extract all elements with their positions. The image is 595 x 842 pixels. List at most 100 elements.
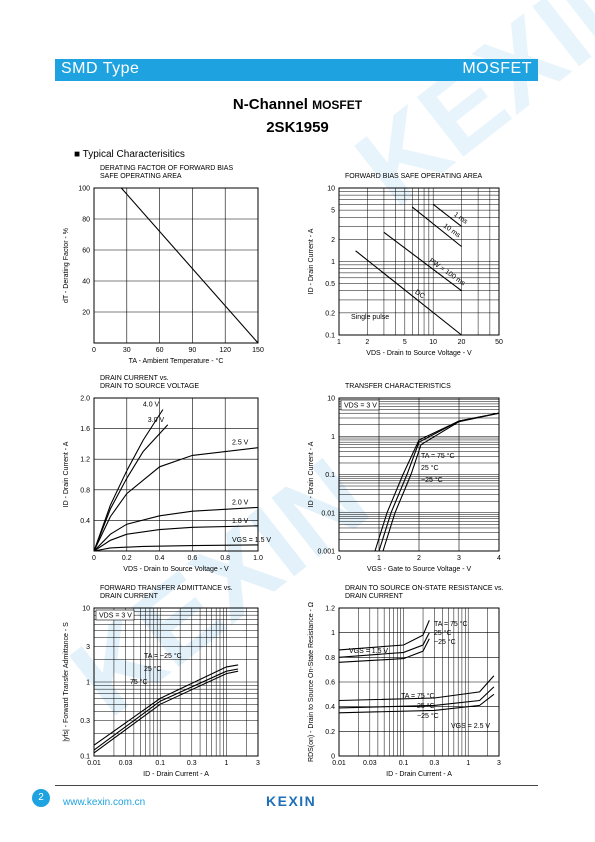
x-tick-label: 120 — [219, 347, 231, 354]
y-tick-label: 2.0 — [80, 396, 90, 403]
series-label: 1 ms — [452, 211, 469, 226]
chart-output: DRAIN CURRENT vs.DRAIN TO SOURCE VOLTAGE… — [63, 375, 271, 573]
series-line — [338, 675, 495, 702]
section-bullet: ■ — [74, 149, 81, 160]
y-tick-label: 10 — [82, 606, 90, 613]
annotation-label: Single pulse — [351, 314, 389, 321]
y-tick-label: 0.1 — [325, 472, 335, 479]
x-axis-label: VDS - Drain to Source Voltage - V — [366, 350, 472, 357]
series-line — [338, 686, 495, 709]
title-main: N-Channel — [232, 96, 308, 113]
x-tick-label: 0.3 — [187, 760, 197, 767]
series-line — [411, 206, 462, 247]
x-tick-label: 0.1 — [399, 760, 409, 767]
y-tick-label: 0.4 — [80, 518, 90, 525]
series-label: −25 °C — [417, 712, 439, 720]
legend-box — [95, 609, 135, 621]
series-label: PW = 100 ms — [428, 257, 467, 287]
series-label: DC — [413, 289, 425, 301]
series-line — [338, 638, 430, 663]
x-tick-label: 1 — [377, 555, 381, 562]
y-tick-label: 0.8 — [325, 655, 335, 662]
y-tick-label: 0.2 — [325, 310, 335, 317]
series-line — [338, 693, 495, 714]
y-axis-label: RDS(on) - Drain to Source On-State Resis… — [308, 602, 315, 762]
chart-rdson: DRAIN TO SOURCE ON-STATE RESISTANCE vs.D… — [308, 585, 503, 778]
y-tick-label: 0.1 — [80, 754, 90, 761]
y-tick-label: 1.2 — [80, 457, 90, 464]
series-label: 2.0 V — [232, 499, 249, 506]
y-tick-label: 1.6 — [80, 426, 90, 433]
series-line — [93, 544, 259, 552]
y-tick-label: 1.2 — [325, 606, 335, 613]
series-line — [93, 670, 239, 754]
x-axis-label: VDS - Drain to Source Voltage - V — [123, 566, 229, 573]
y-tick-label: 0.6 — [325, 680, 335, 687]
x-tick-label: 5 — [403, 339, 407, 346]
header-right-label: MOSFET — [462, 60, 532, 77]
y-tick-label: 3 — [86, 644, 90, 651]
x-tick-label: 2 — [417, 555, 421, 562]
plot-frame — [93, 397, 259, 552]
page-number: 2 — [32, 789, 50, 807]
x-tick-label: 0 — [92, 555, 96, 562]
chart-yfs: FORWARD TRANSFER ADMITTANCE vs.DRAIN CUR… — [63, 585, 260, 778]
plot-frame — [93, 607, 259, 757]
chart-title-line: DRAIN TO SOURCE VOLTAGE — [100, 383, 199, 390]
y-tick-label: 80 — [82, 217, 90, 224]
plot-frame — [93, 187, 259, 344]
legend-box — [340, 399, 380, 411]
x-tick-label: 1 — [466, 760, 470, 767]
series-label: TA = −25 °C — [144, 652, 182, 660]
chart-title-line: FORWARD BIAS SAFE OPERATING AREA — [345, 173, 483, 180]
chart-title-line: FORWARD TRANSFER ADMITTANCE vs. — [100, 585, 233, 592]
x-tick-label: 0.3 — [430, 760, 440, 767]
x-tick-label: 0.4 — [155, 555, 165, 562]
series-label: VGS = 1.5 V — [349, 648, 388, 655]
y-tick-label: 100 — [78, 186, 90, 193]
series-label: 25 °C — [144, 665, 162, 673]
header-left-label: SMD Type — [61, 60, 140, 77]
x-tick-label: 0 — [337, 555, 341, 562]
y-tick-label: 0.8 — [80, 487, 90, 494]
plot-frame — [338, 187, 500, 336]
y-tick-label: 0.5 — [325, 281, 335, 288]
x-tick-label: 1.0 — [253, 555, 263, 562]
y-tick-label: 10 — [327, 186, 335, 193]
x-tick-label: 0.8 — [220, 555, 230, 562]
series-line — [93, 447, 259, 552]
x-tick-label: 10 — [429, 339, 437, 346]
plot-frame — [338, 397, 500, 552]
series-label: 25 °C — [434, 629, 452, 637]
y-tick-label: 1 — [331, 630, 335, 637]
y-tick-label: 0 — [331, 754, 335, 761]
y-tick-label: 0.4 — [325, 704, 335, 711]
legend-label: VDS = 3 V — [344, 403, 377, 410]
x-tick-label: 4 — [497, 555, 501, 562]
chart-title-line: DRAIN CURRENT — [100, 593, 159, 600]
x-tick-label: 30 — [123, 347, 131, 354]
series-label: 1.8 V — [232, 518, 249, 525]
series-label: VGS = 2.5 V — [451, 723, 490, 730]
y-tick-label: 5 — [331, 208, 335, 215]
series-line — [93, 668, 239, 751]
x-tick-label: 3 — [497, 760, 501, 767]
x-tick-label: 3 — [457, 555, 461, 562]
x-axis-label: ID - Drain Current - A — [386, 771, 452, 778]
x-tick-label: 60 — [156, 347, 164, 354]
y-axis-label: ID - Drain Current - A — [308, 228, 315, 294]
x-tick-label: 0.03 — [363, 760, 377, 767]
legend-label: VDS = 3 V — [99, 613, 132, 620]
x-axis-label: VGS - Gate to Source Voltage - V — [367, 566, 472, 573]
x-tick-label: 150 — [252, 347, 264, 354]
x-tick-label: 0.01 — [87, 760, 101, 767]
x-tick-label: 0.6 — [188, 555, 198, 562]
series-line — [432, 203, 462, 227]
chart-title-line: SAFE OPERATING AREA — [100, 173, 182, 180]
y-axis-label: ID - Drain Current - A — [308, 441, 315, 507]
series-label: 4.0 V — [143, 401, 160, 408]
x-tick-label: 0 — [92, 347, 96, 354]
y-tick-label: 0.3 — [80, 718, 90, 725]
footer-url[interactable]: www.kexin.com.cn — [63, 797, 146, 808]
